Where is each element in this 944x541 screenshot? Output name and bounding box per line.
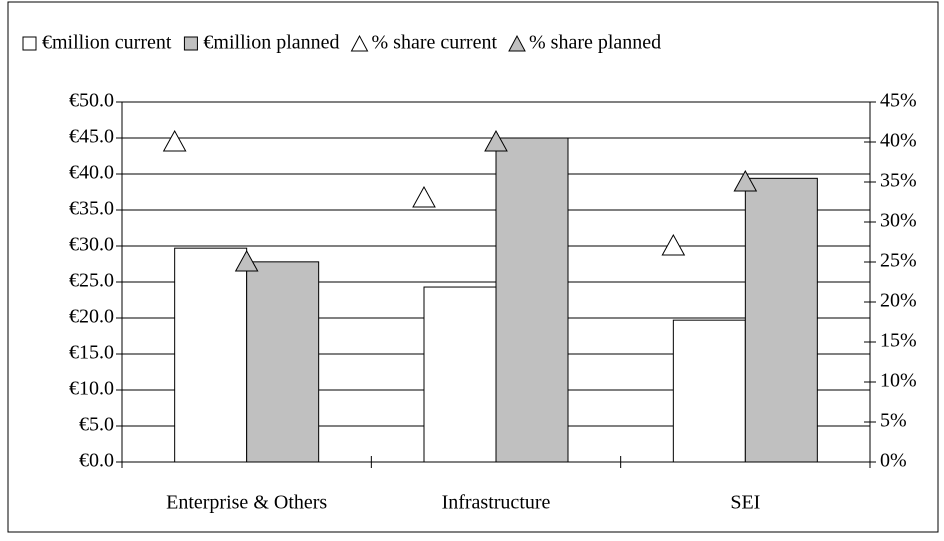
y-tick-label: €10.0 (69, 378, 114, 400)
y2-tick-label: 40% (880, 130, 917, 152)
bar (744, 177, 818, 463)
bar (672, 319, 746, 463)
y-tick-label: €0.0 (79, 450, 114, 472)
y-tick-label: €30.0 (69, 234, 114, 256)
y2-tick-label: 20% (880, 290, 917, 312)
legend-label: % share planned (529, 32, 661, 54)
bar (423, 286, 497, 463)
y2-tick-label: 35% (880, 170, 917, 192)
y2-tick-label: 0% (880, 450, 907, 472)
bar (495, 137, 569, 463)
y2-tick-label: 10% (880, 370, 917, 392)
bar (246, 261, 320, 463)
legend-symbol (350, 34, 369, 52)
y-tick-label: €50.0 (69, 90, 114, 112)
y-tick-label: €45.0 (69, 126, 114, 148)
x-tick-label: Infrastructure (442, 492, 551, 514)
legend-symbol (183, 36, 198, 51)
legend-symbol (508, 34, 526, 52)
marker (733, 169, 758, 192)
y-tick-label: €35.0 (69, 198, 114, 220)
y2-tick-label: 45% (880, 90, 917, 112)
marker (661, 233, 686, 256)
y2-tick-label: 25% (880, 250, 917, 272)
x-tick-label: SEI (730, 492, 760, 514)
y-tick-label: €25.0 (69, 270, 114, 292)
x-tick-label: Enterprise & Others (166, 492, 327, 514)
marker (234, 249, 259, 272)
marker (412, 185, 436, 208)
y2-tick-label: 15% (880, 330, 917, 352)
marker (484, 129, 508, 152)
y-tick-label: €15.0 (69, 342, 114, 364)
marker (162, 129, 187, 152)
legend-symbol (22, 36, 37, 51)
legend-label: €million planned (203, 32, 339, 54)
y2-tick-label: 30% (880, 210, 917, 232)
legend-label: % share current (372, 32, 498, 54)
legend-label: €million current (42, 32, 172, 54)
y-tick-label: €5.0 (79, 414, 114, 436)
y-tick-label: €20.0 (69, 306, 114, 328)
bar (174, 247, 248, 463)
y-tick-label: €40.0 (69, 162, 114, 184)
y2-tick-label: 5% (880, 410, 907, 432)
